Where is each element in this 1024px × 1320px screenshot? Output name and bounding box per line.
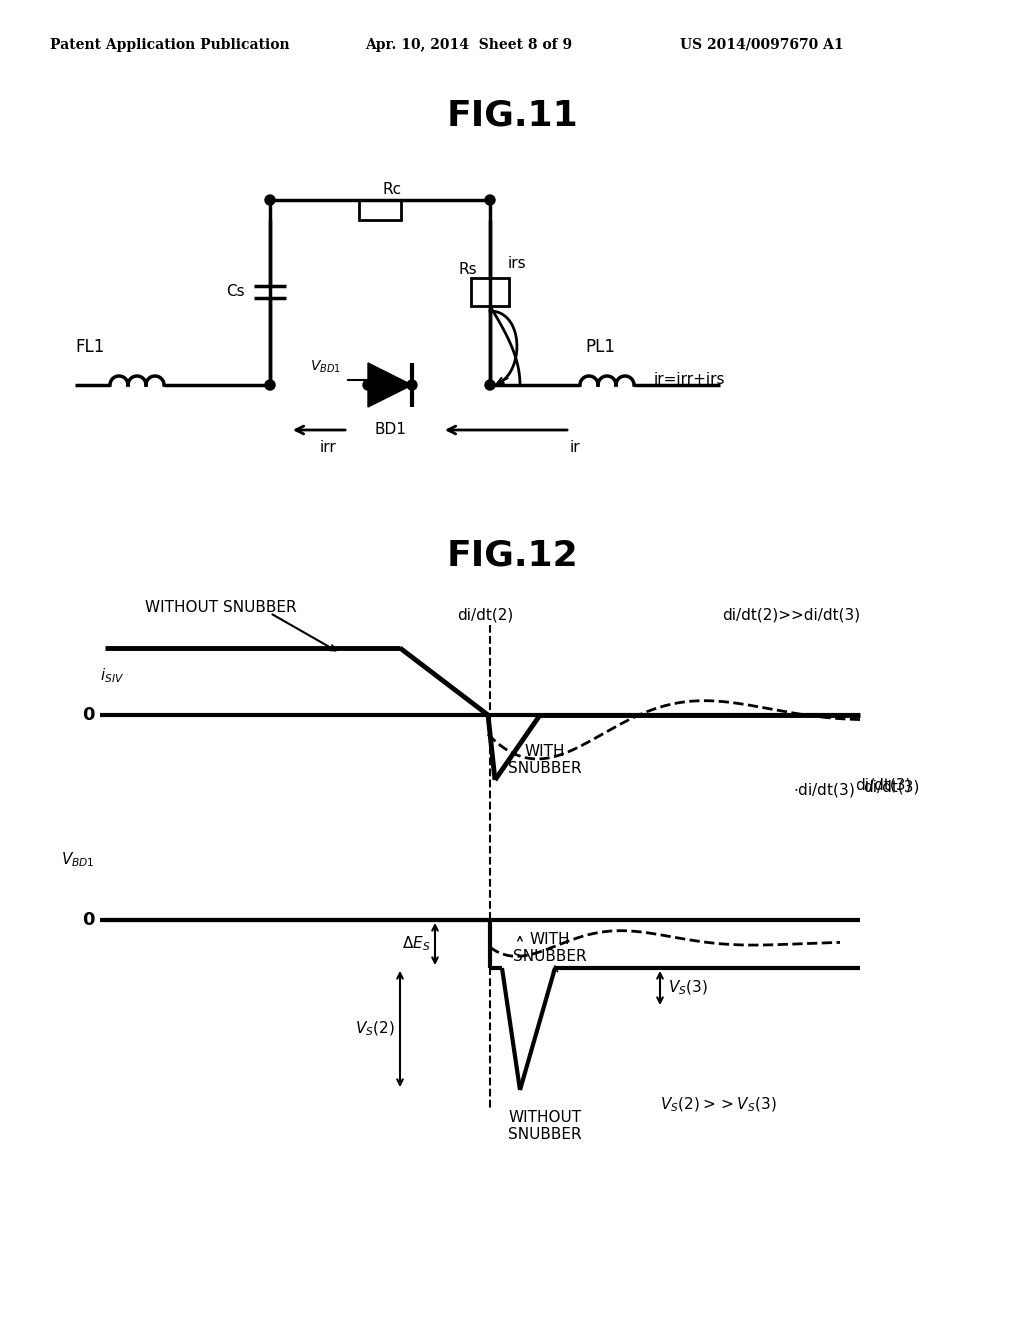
Circle shape	[265, 380, 275, 389]
Text: di/dt(3): di/dt(3)	[863, 780, 920, 795]
Polygon shape	[368, 363, 412, 407]
Circle shape	[485, 195, 495, 205]
Text: $i_{SIV}$: $i_{SIV}$	[100, 667, 124, 685]
Text: WITHOUT
SNUBBER: WITHOUT SNUBBER	[508, 1110, 582, 1142]
Text: WITH
SNUBBER: WITH SNUBBER	[513, 932, 587, 964]
Text: irs: irs	[508, 256, 526, 271]
Text: Rc: Rc	[383, 182, 402, 198]
Text: BD1: BD1	[374, 422, 406, 437]
Text: US 2014/0097670 A1: US 2014/0097670 A1	[680, 38, 844, 51]
Text: FL1: FL1	[76, 338, 105, 356]
Text: $\Delta E_S$: $\Delta E_S$	[401, 935, 430, 953]
Text: Apr. 10, 2014  Sheet 8 of 9: Apr. 10, 2014 Sheet 8 of 9	[365, 38, 572, 51]
Text: di/dt(2)>>di/dt(3): di/dt(2)>>di/dt(3)	[722, 607, 860, 623]
Text: $V_S(2)$: $V_S(2)$	[355, 1020, 395, 1039]
Text: Rs: Rs	[459, 263, 477, 277]
Text: WITHOUT SNUBBER: WITHOUT SNUBBER	[145, 599, 297, 615]
Circle shape	[407, 380, 417, 389]
Circle shape	[265, 195, 275, 205]
Text: PL1: PL1	[585, 338, 615, 356]
Text: FIG.11: FIG.11	[446, 98, 578, 132]
Text: ir=irr+irs: ir=irr+irs	[654, 372, 725, 388]
Text: Patent Application Publication: Patent Application Publication	[50, 38, 290, 51]
Text: Cs: Cs	[226, 285, 245, 300]
Text: $V_{BD1}$: $V_{BD1}$	[61, 850, 95, 870]
Text: $\cdot$di/dt(3): $\cdot$di/dt(3)	[794, 781, 855, 799]
Text: $V_S(3)$: $V_S(3)$	[668, 979, 708, 997]
Bar	[471, 279, 509, 306]
Text: WITH
SNUBBER: WITH SNUBBER	[508, 743, 582, 776]
Text: ir: ir	[569, 441, 581, 455]
Text: di/dt(2): di/dt(2)	[457, 607, 513, 623]
Circle shape	[362, 380, 373, 389]
Text: $V_{BD1}$: $V_{BD1}$	[309, 359, 340, 375]
Circle shape	[485, 380, 495, 389]
Text: $V_S(2)>>V_S(3)$: $V_S(2)>>V_S(3)$	[660, 1096, 776, 1114]
Text: 0: 0	[83, 911, 95, 929]
Bar	[359, 201, 401, 220]
Text: FIG.12: FIG.12	[446, 539, 578, 572]
Text: irr: irr	[319, 441, 336, 455]
Text: di/dt(3): di/dt(3)	[855, 777, 911, 792]
Text: 0: 0	[83, 706, 95, 723]
